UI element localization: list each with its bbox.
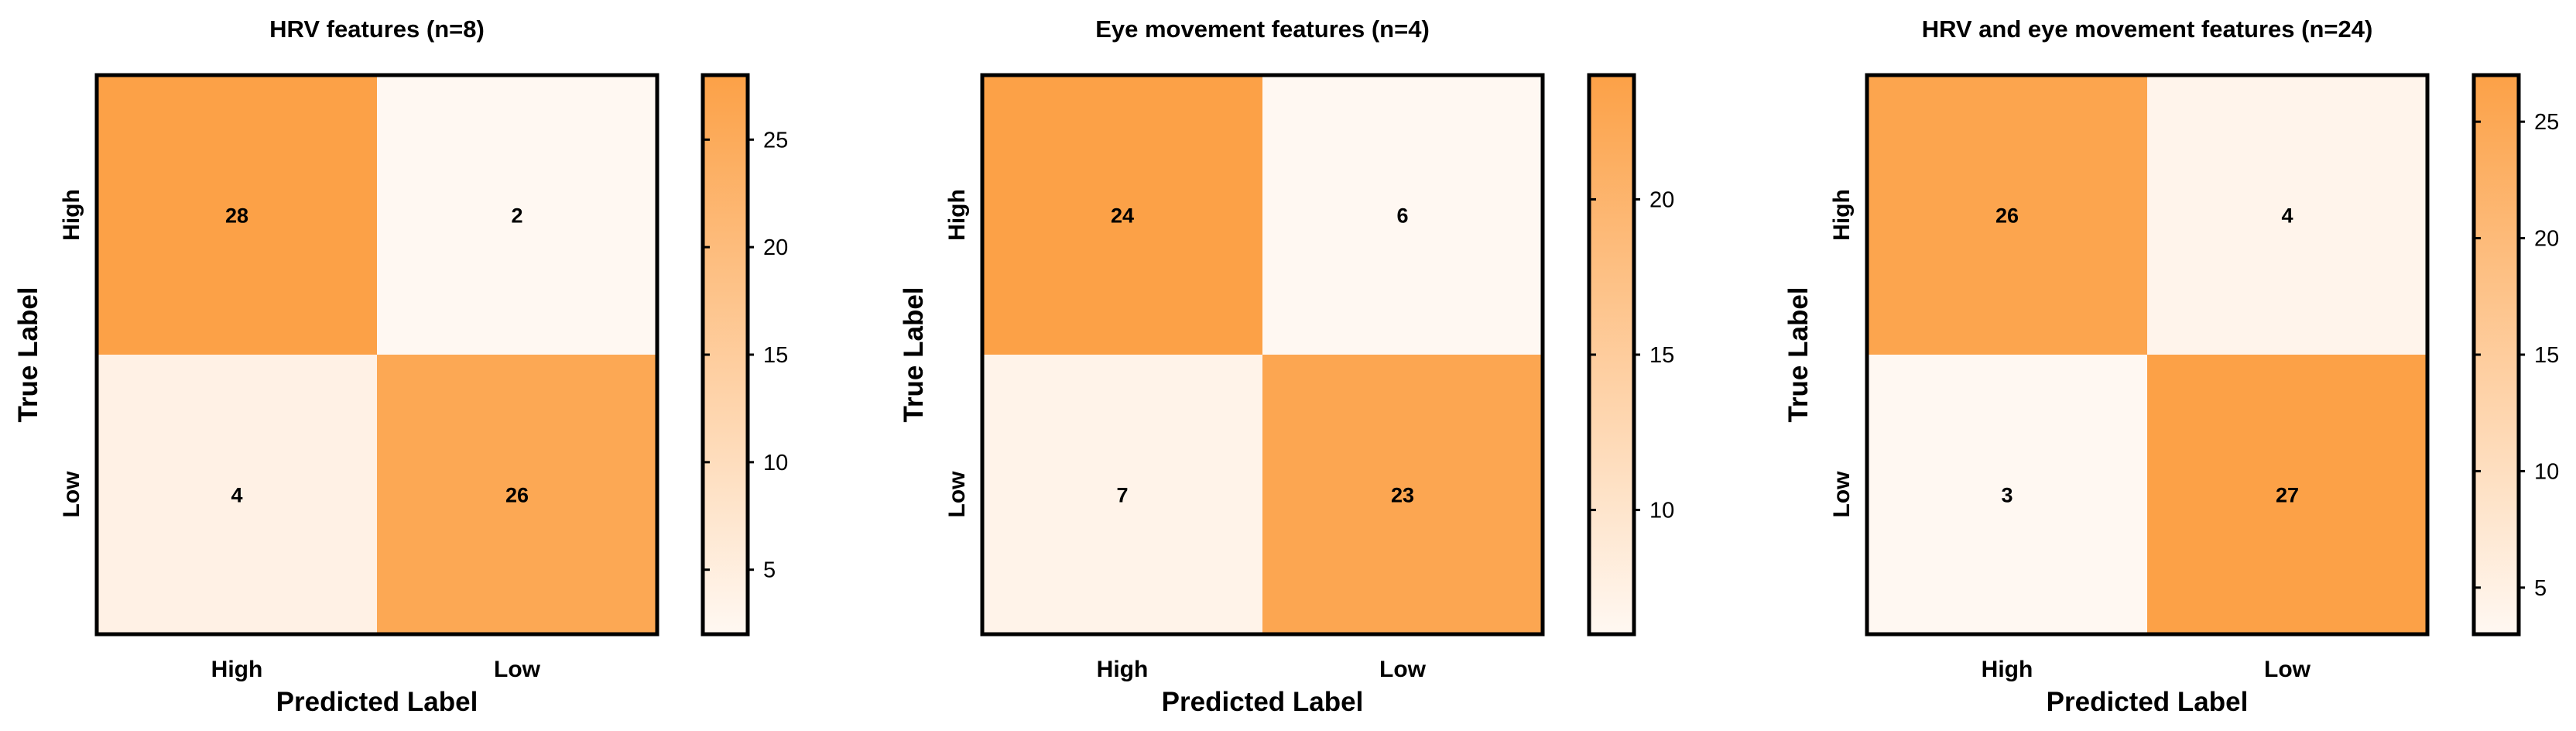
- x-tick-label: Low: [494, 657, 541, 682]
- colorbar-tick-label: 20: [2534, 227, 2559, 252]
- colorbar-tick-label: 5: [763, 558, 776, 583]
- y-tick-label: Low: [944, 471, 970, 518]
- heatmap-cell: [1262, 355, 1543, 634]
- x-axis-label: Predicted Label: [1162, 687, 1364, 717]
- matrix-frame: [980, 73, 1545, 637]
- x-axis-label: Predicted Label: [276, 687, 478, 717]
- x-tick-label: High: [1982, 657, 2033, 682]
- y-tick-label: Low: [1829, 471, 1855, 518]
- heatmap-cell: [982, 75, 1262, 355]
- colorbar-tick-label: 10: [1649, 499, 1674, 523]
- colorbar-tick-label: 20: [1649, 187, 1674, 212]
- heatmap-cell: [1262, 75, 1543, 355]
- y-tick-label: Low: [59, 471, 84, 518]
- heatmap-cell: [97, 355, 377, 634]
- x-tick-label: Low: [1379, 657, 1427, 682]
- cell-value-label: 27: [2276, 484, 2299, 507]
- colorbar-gradient: [703, 75, 748, 634]
- colorbar-tick-label: 15: [763, 343, 788, 368]
- chart-panel-2: Eye movement features (n=4) 24 6 7 23 High Low…: [899, 15, 1674, 717]
- chart-panel-3: HRV and eye movement features (n=24) 26 4 3…: [1783, 15, 2559, 717]
- colorbar-tick-label: 25: [2534, 110, 2559, 135]
- colorbar-gradient: [2474, 75, 2519, 634]
- heatmap-cell: [2147, 355, 2427, 634]
- heatmap-cell: [982, 355, 1262, 634]
- matrix-frame: [94, 73, 659, 637]
- y-axis-label: True Label: [1783, 287, 1814, 422]
- cell-value-label: 26: [1995, 204, 2019, 228]
- chart-title: Eye movement features (n=4): [1095, 15, 1430, 43]
- y-tick-label: High: [1829, 189, 1855, 241]
- y-axis-label: True Label: [899, 287, 929, 422]
- heatmap-cell: [2147, 75, 2427, 355]
- cell-value-label: 6: [1396, 204, 1408, 228]
- cell-value-label: 26: [505, 484, 529, 507]
- x-tick-label: High: [211, 657, 263, 682]
- chart-title: HRV and eye movement features (n=24): [1922, 15, 2373, 43]
- heatmap-cell: [1867, 75, 2147, 355]
- colorbar-tick-label: 5: [2534, 576, 2547, 601]
- colorbar-gradient: [1589, 75, 1634, 634]
- cell-value-label: 4: [2281, 204, 2293, 228]
- y-axis-label: True Label: [13, 287, 43, 422]
- colorbar-tick-label: 15: [2534, 343, 2559, 368]
- colorbar-tick-label: 10: [763, 451, 788, 475]
- x-tick-label: High: [1097, 657, 1149, 682]
- heatmap-cell: [97, 75, 377, 355]
- cell-value-label: 3: [2001, 484, 2012, 507]
- chart-title: HRV features (n=8): [269, 15, 485, 43]
- chart-panel-1: HRV features (n=8) 28 2 4 26 High Low Predicted…: [13, 15, 788, 717]
- colorbar-tick-label: 15: [1649, 343, 1674, 368]
- cell-value-label: 23: [1391, 484, 1414, 507]
- matrix-frame: [1865, 73, 2430, 637]
- heatmap-cell: [1867, 355, 2147, 634]
- y-tick-label: High: [944, 189, 970, 241]
- colorbar-tick-label: 10: [2534, 459, 2559, 484]
- x-tick-label: Low: [2264, 657, 2311, 682]
- cell-value-label: 2: [511, 204, 522, 228]
- cell-value-label: 28: [225, 204, 248, 228]
- x-axis-label: Predicted Label: [2047, 687, 2249, 717]
- heatmap-cell: [377, 75, 657, 355]
- cell-value-label: 4: [231, 484, 242, 507]
- cell-value-label: 7: [1116, 484, 1128, 507]
- heatmap-cell: [377, 355, 657, 634]
- y-tick-label: High: [59, 189, 84, 241]
- colorbar-tick-label: 25: [763, 128, 788, 153]
- cell-value-label: 24: [1111, 204, 1134, 228]
- colorbar-tick-label: 20: [763, 235, 788, 260]
